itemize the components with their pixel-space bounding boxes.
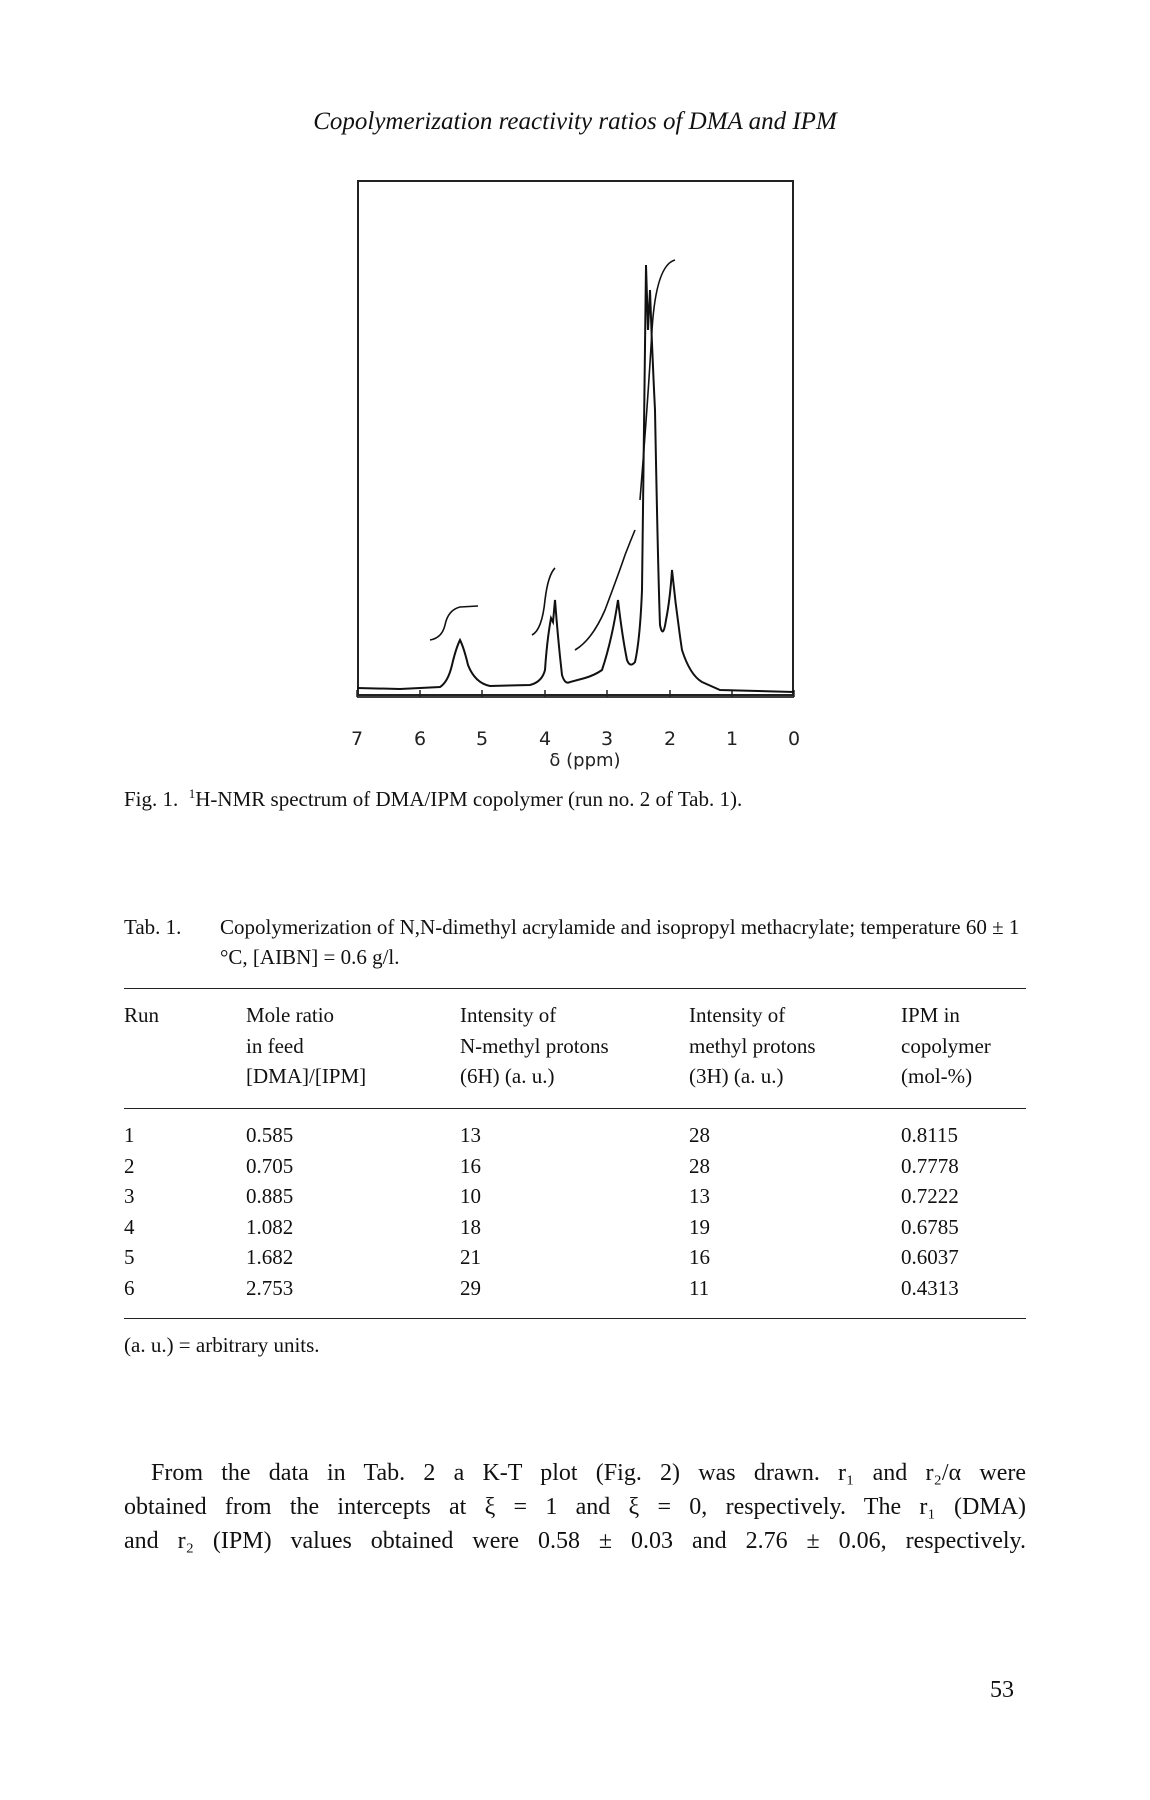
- column-header-line: [DMA]/[IPM]: [246, 1064, 367, 1088]
- x-tick-label: 7: [351, 728, 363, 750]
- table-cell: 16: [460, 1153, 481, 1178]
- column-header-line: methyl protons: [689, 1033, 816, 1058]
- column-header-line: N-methyl protons: [460, 1033, 609, 1058]
- table-cell: 29: [460, 1275, 481, 1300]
- nmr-spectrum-figure: 7 6 5 4 3 2 1 0 δ (ppm): [351, 259, 800, 771]
- table-cell: 0.7222: [901, 1184, 959, 1208]
- table-cell: 28: [689, 1123, 710, 1147]
- table-cell: 0.7778: [901, 1153, 959, 1178]
- table-cell: 13: [460, 1123, 481, 1147]
- table-cell: 0.705: [246, 1153, 294, 1178]
- column-header-run: Run: [124, 1000, 159, 1031]
- table-cell: 13: [689, 1184, 710, 1208]
- column-header-mole-ratio: Mole ratio in feed [DMA]/[IPM]: [246, 1000, 366, 1092]
- column-header-line: (mol-%): [901, 1064, 973, 1088]
- x-axis-title: δ (ppm): [549, 750, 620, 771]
- column-header-n-methyl-intensity: Intensity of N-methyl protons (6H) (a. u…: [460, 1000, 609, 1092]
- table-cell: 3: [124, 1184, 135, 1208]
- integral-curve: [531, 567, 556, 636]
- column-header-line: Mole ratio: [246, 1003, 335, 1027]
- column-header-line: (3H) (a. u.): [689, 1064, 784, 1088]
- table-cell: 0.8115: [901, 1123, 958, 1147]
- table-cell: 0.6785: [901, 1214, 959, 1239]
- table-header-rule: [124, 1108, 1026, 1109]
- integral-curve: [574, 529, 636, 651]
- table-cell: 19: [689, 1214, 710, 1239]
- table-column-mole-ratio: 0.585 0.705 0.885 1.082 1.682 2.753: [246, 1120, 293, 1303]
- page-number: 53: [990, 1677, 1014, 1703]
- table-column-run: 1 2 3 4 5 6: [124, 1120, 135, 1303]
- running-header: Copolymerization reactivity ratios of DM…: [313, 108, 837, 135]
- column-header-line: in feed: [246, 1033, 304, 1058]
- table-footnote: (a. u.) = arbitrary units.: [124, 1333, 320, 1357]
- table-caption-label: Tab. 1.: [124, 915, 182, 939]
- table-top-rule: [124, 988, 1026, 989]
- column-header-line: copolymer: [901, 1033, 991, 1058]
- table-cell: 11: [689, 1275, 710, 1300]
- x-tick-label: 2: [664, 728, 676, 750]
- integral-curve: [429, 605, 479, 641]
- table-cell: 1: [124, 1123, 135, 1147]
- column-header-line: Run: [124, 1003, 160, 1027]
- table-cell: 0.885: [246, 1184, 294, 1208]
- x-tick-label: 0: [788, 728, 800, 750]
- table-cell: 1.082: [246, 1214, 294, 1239]
- column-header-line: IPM in: [901, 1003, 960, 1027]
- figure-caption-label: Fig. 1.: [124, 787, 179, 811]
- table-cell: 1.682: [246, 1245, 294, 1269]
- figure-caption: Fig. 1. 1H-NMR spectrum of DMA/IPM copol…: [124, 786, 742, 812]
- body-paragraph: From the data in Tab. 2 a K-T plot (Fig.…: [124, 1456, 1026, 1558]
- x-tick-label: 3: [601, 728, 613, 750]
- table-cell: 4: [124, 1214, 135, 1239]
- spectrum-frame: [357, 180, 794, 696]
- x-tick-label: 4: [539, 728, 551, 750]
- table-cell: 28: [689, 1153, 710, 1178]
- x-tick-label: 1: [726, 728, 738, 750]
- figure-caption-text: H-NMR spectrum of DMA/IPM copolymer (run…: [195, 787, 743, 811]
- x-tick-label: 6: [414, 728, 426, 750]
- column-header-line: Intensity of: [689, 1003, 786, 1027]
- paragraph-line: and r₂ (IPM) values obtained were 0.58 ±…: [124, 1528, 1026, 1554]
- table-column-n-methyl-intensity: 13 16 10 18 21 29: [460, 1120, 481, 1303]
- column-header-methyl-intensity: Intensity of methyl protons (3H) (a. u.): [689, 1000, 816, 1092]
- table-cell: 16: [689, 1245, 710, 1269]
- table-column-ipm-in-copolymer: 0.8115 0.7778 0.7222 0.6785 0.6037 0.431…: [901, 1120, 959, 1303]
- table-cell: 18: [460, 1214, 481, 1239]
- table-cell: 2: [124, 1153, 135, 1178]
- column-header-line: Intensity of: [460, 1003, 557, 1027]
- table-cell: 0.585: [246, 1123, 294, 1147]
- table-cell: 21: [460, 1245, 481, 1269]
- figure-caption-superscript: 1: [188, 786, 196, 801]
- x-tick-label: 5: [476, 728, 488, 750]
- table-cell: 0.6037: [901, 1245, 959, 1269]
- table-cell: 0.4313: [901, 1275, 959, 1300]
- spectrum-trace: [356, 264, 795, 693]
- table-cell: 6: [124, 1275, 135, 1300]
- table-caption-text: Copolymerization of N,N-dimethyl acrylam…: [220, 915, 1020, 969]
- table-bottom-rule: [124, 1318, 1026, 1319]
- table-cell: 5: [124, 1245, 135, 1269]
- table-column-methyl-intensity: 28 28 13 19 16 11: [689, 1120, 710, 1303]
- column-header-ipm-in-copolymer: IPM in copolymer (mol-%): [901, 1000, 991, 1092]
- integral-curve: [639, 259, 676, 501]
- paragraph-line: From the data in Tab. 2 a K-T plot (Fig.…: [151, 1460, 1026, 1486]
- table-cell: 2.753: [246, 1275, 294, 1300]
- table-cell: 10: [460, 1184, 481, 1208]
- column-header-line: (6H) (a. u.): [460, 1064, 555, 1088]
- paragraph-line: obtained from the intercepts at ξ = 1 an…: [124, 1494, 1026, 1520]
